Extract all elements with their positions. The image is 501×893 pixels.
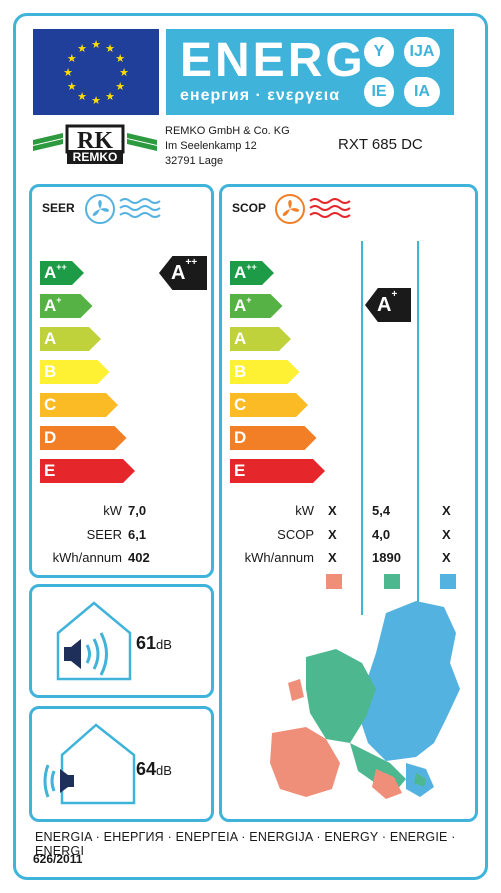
scop-value-kwh-average: 1890	[372, 550, 401, 565]
eu-stars-icon: ★ ★★★★★★★★★★★	[63, 39, 129, 107]
eu-star-icon: ★	[119, 67, 129, 79]
scop-class-bar: D	[230, 426, 317, 450]
seer-rating-arrow: A++	[159, 256, 207, 290]
zone-swatch-cold	[326, 574, 342, 589]
supplier-row: RK REMKO REMKO GmbH & Co. KG Im Seelenka…	[33, 120, 463, 170]
seer-panel: SEER A++ A+ A B C D E A++ kW 7,0 SEER 6,1 kWh/…	[29, 184, 214, 578]
supplier-address: REMKO GmbH & Co. KG Im Seelenkamp 12 327…	[165, 124, 290, 169]
eu-star-icon: ★	[91, 95, 101, 107]
regulation-number: 626/2011	[33, 852, 83, 866]
svg-text:RK: RK	[77, 128, 113, 154]
outdoor-noise-value: 64	[136, 759, 157, 779]
scop-class-bar: A+	[230, 294, 283, 318]
seer-class-bar: E	[40, 459, 135, 483]
brand-name: REMKO	[67, 150, 123, 164]
seer-class-bar: C	[40, 393, 118, 417]
indoor-noise-level: 61dB	[136, 633, 172, 654]
scop-label-kw: kW	[295, 503, 314, 518]
indoor-noise-value: 61	[136, 633, 157, 653]
scop-label-kwh: kWh/annum	[244, 550, 314, 565]
scop-title: SCOP	[232, 201, 267, 215]
address-line-1: REMKO GmbH & Co. KG	[165, 125, 290, 137]
scop-rating-arrow: A+	[365, 288, 411, 322]
remko-logo: RK REMKO	[33, 124, 157, 164]
scop-value-scop-warm: X	[442, 527, 451, 542]
scop-class-bar: A	[230, 327, 291, 351]
seer-class-bar: A+	[40, 294, 93, 318]
seer-label-kwh: kWh/annum	[52, 550, 122, 565]
scop-panel: SCOP A++ A+ A B C D E A+ kW X 5,4 X SCOP X 4,0…	[219, 184, 478, 822]
eu-star-icon: ★	[77, 43, 87, 55]
seer-label-seer: SEER	[86, 527, 122, 542]
scop-value-kw-average: 5,4	[372, 503, 391, 518]
outdoor-noise-unit: dB	[156, 763, 172, 778]
scop-value-kw-warm: X	[442, 503, 451, 518]
seer-label-kw: kW	[103, 503, 122, 518]
scop-class-bar: B	[230, 360, 300, 384]
zone-swatch-warm	[440, 574, 456, 589]
lang-code-ie: IE	[364, 77, 394, 107]
eu-star-icon: ★	[115, 81, 125, 93]
scop-column-divider-2	[417, 241, 419, 615]
footer-languages: ENERGIA · ЕНЕРГИЯ · ΕΝΕΡΓΕΙΑ · ENERGIJA …	[35, 830, 456, 858]
scop-value-scop-cold: X	[328, 527, 337, 542]
eu-star-icon: ★	[115, 53, 125, 65]
cooling-fan-icon	[85, 194, 161, 224]
model-number: RXT 685 DC	[338, 136, 423, 153]
eu-flag: ★ ★ ★ ★ ★ ★ ★ ★ ★ ★ ★ ★	[33, 29, 159, 115]
scop-class-bar: C	[230, 393, 308, 417]
seer-class-bar: D	[40, 426, 127, 450]
outdoor-noise-panel: 64dB	[29, 706, 214, 822]
address-line-2: Im Seelenkamp 12	[165, 140, 257, 152]
scop-value-kw-cold: X	[328, 503, 337, 518]
scop-value-kwh-warm: X	[442, 550, 451, 565]
seer-value-seer: 6,1	[128, 527, 147, 542]
seer-value-kwh: 402	[128, 550, 150, 565]
scop-column-divider-1	[361, 241, 363, 615]
label-frame	[13, 13, 488, 880]
lang-code-ia: IA	[404, 77, 440, 107]
eu-star-icon: ★	[91, 39, 101, 51]
address-line-3: 32791 Lage	[165, 155, 224, 167]
eu-star-icon: ★	[67, 53, 77, 65]
indoor-noise-panel: 61dB	[29, 584, 214, 698]
outdoor-sound-icon	[43, 723, 136, 805]
seer-class-bar: A	[40, 327, 101, 351]
energy-banner: ENERG енергия · ενεργεια Y IJA IE IA	[166, 29, 454, 115]
eu-star-icon: ★	[67, 81, 77, 93]
zone-swatch-average	[384, 574, 400, 589]
scop-class-bar: E	[230, 459, 325, 483]
energy-title: ENERG	[180, 34, 366, 87]
europe-climate-map	[270, 601, 460, 799]
scop-class-bar: A++	[230, 261, 274, 285]
indoor-noise-unit: dB	[156, 637, 172, 652]
lang-code-ija: IJA	[404, 37, 440, 67]
scop-value-scop-average: 4,0	[372, 527, 391, 542]
outdoor-noise-level: 64dB	[136, 759, 172, 780]
seer-value-kw: 7,0	[128, 503, 147, 518]
eu-star-icon: ★	[63, 67, 73, 79]
eu-star-icon: ★	[77, 91, 87, 103]
eu-star-icon: ★	[105, 91, 115, 103]
seer-title: SEER	[42, 201, 75, 215]
lang-code-y: Y	[364, 37, 394, 67]
scop-value-kwh-cold: X	[328, 550, 337, 565]
seer-class-bar: B	[40, 360, 110, 384]
scop-label-scop: SCOP	[277, 527, 314, 542]
eu-star-icon: ★	[105, 43, 115, 55]
indoor-sound-icon	[56, 601, 132, 681]
seer-class-bar: A++	[40, 261, 84, 285]
energy-subtitle: енергия · ενεργεια	[180, 87, 341, 104]
heating-fan-icon	[275, 194, 351, 224]
